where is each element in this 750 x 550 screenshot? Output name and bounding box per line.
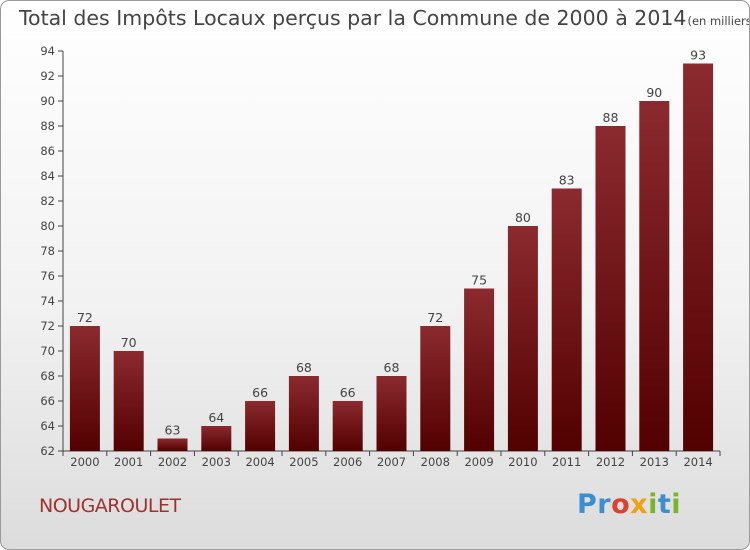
bars <box>69 63 714 451</box>
x-tick-label: 2005 <box>289 455 318 469</box>
bar <box>464 288 495 451</box>
data-label: 70 <box>121 335 137 350</box>
data-label: 63 <box>165 423 181 438</box>
logo-part: o <box>611 489 631 520</box>
bar <box>507 226 538 451</box>
bar <box>113 351 144 451</box>
bar <box>288 376 319 451</box>
x-tick-label: 2013 <box>640 455 669 469</box>
x-tick-label: 2010 <box>508 455 537 469</box>
x-tick-label: 2014 <box>683 455 712 469</box>
axes: 62 64 66 68 70 72 74 76 78 80 82 84 86 88 90 92 94 2000 20… <box>40 44 721 469</box>
x-tick-label: 2003 <box>202 455 231 469</box>
bar <box>201 426 232 451</box>
x-tick-label: 2002 <box>158 455 187 469</box>
x-tick-label: 2006 <box>333 455 362 469</box>
y-tick-label: 70 <box>40 344 55 358</box>
x-tick-label: 2012 <box>596 455 625 469</box>
bar <box>332 401 363 451</box>
bar <box>595 126 626 451</box>
x-tick-label: 2011 <box>552 455 581 469</box>
y-tick-label: 86 <box>40 144 55 158</box>
y-tick-label: 82 <box>40 194 55 208</box>
y-tick-label: 78 <box>40 244 55 258</box>
bar <box>639 101 670 451</box>
y-tick-label: 80 <box>40 219 55 233</box>
data-label: 72 <box>77 310 93 325</box>
y-tick-label: 72 <box>40 319 55 333</box>
title-row: Total des Impôts Locaux perçus par la Co… <box>19 6 750 30</box>
bar <box>69 326 100 451</box>
unit-label: (en milliers d'€) <box>687 14 750 28</box>
y-tick-label: 76 <box>40 269 55 283</box>
y-tick-label: 74 <box>40 294 55 308</box>
y-tick-label: 92 <box>40 69 55 83</box>
data-label: 64 <box>208 410 224 425</box>
data-label: 68 <box>384 360 400 375</box>
data-label: 75 <box>471 273 487 288</box>
x-tick-label: 2008 <box>421 455 450 469</box>
bar <box>551 188 582 451</box>
data-label: 88 <box>603 110 619 125</box>
bar <box>420 326 451 451</box>
data-label: 90 <box>646 85 662 100</box>
logo-part: Pr <box>577 489 612 520</box>
commune-name: NOUGAROULET <box>39 495 181 517</box>
logo-part: i <box>671 489 682 520</box>
y-tick-label: 68 <box>40 369 55 383</box>
y-tick-label: 84 <box>40 169 55 183</box>
y-tick-label: 88 <box>40 119 55 133</box>
x-tick-label: 2001 <box>114 455 143 469</box>
data-label: 66 <box>340 385 356 400</box>
y-tick-label: 94 <box>40 44 55 58</box>
data-label: 66 <box>252 385 268 400</box>
x-tick-label: 2009 <box>464 455 493 469</box>
data-label: 68 <box>296 360 312 375</box>
y-tick-label: 64 <box>40 419 55 433</box>
data-label: 93 <box>690 48 706 63</box>
y-tick-label: 62 <box>40 444 55 458</box>
logo-part: t <box>657 489 672 520</box>
logo-part: x <box>630 489 649 520</box>
bar <box>157 438 188 451</box>
y-tick-label: 90 <box>40 94 55 108</box>
value-labels: 72 70 63 64 66 68 66 68 72 75 80 83 88 90 93 <box>77 48 706 438</box>
x-tick-label: 2004 <box>245 455 274 469</box>
x-tick-label: 2007 <box>377 455 406 469</box>
chart-title: Total des Impôts Locaux perçus par la Co… <box>19 6 687 30</box>
data-label: 72 <box>427 310 443 325</box>
data-label: 80 <box>515 210 531 225</box>
bar <box>245 401 276 451</box>
x-tick-label: 2000 <box>70 455 99 469</box>
proxiti-logo: Proxiti <box>577 489 681 520</box>
bar <box>376 376 407 451</box>
data-label: 83 <box>559 173 575 188</box>
bar <box>683 63 714 451</box>
y-tick-label: 66 <box>40 394 55 408</box>
logo-part: i <box>648 489 658 520</box>
